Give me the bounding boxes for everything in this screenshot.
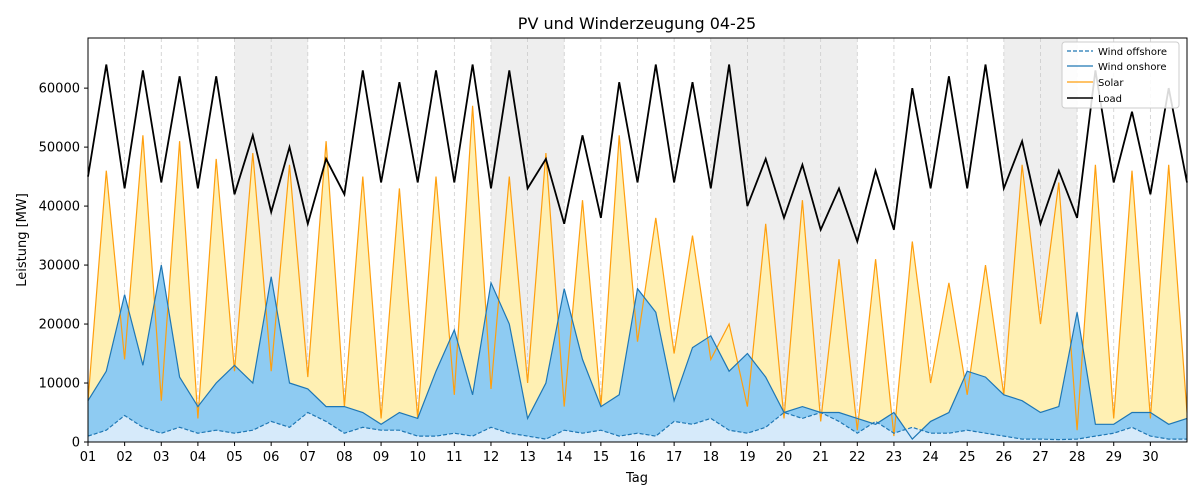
- x-tick-label-02: 02: [116, 450, 133, 465]
- x-tick-label-05: 05: [226, 450, 243, 465]
- chart-title: PV und Winderzeugung 04-25: [518, 14, 756, 33]
- y-axis-label: Leistung [MW]: [15, 193, 30, 287]
- legend-label-load: Load: [1098, 94, 1122, 105]
- x-axis-ticks: 01 02 03 04 05 06 07 08 09 10 11 12 13 14 15 16 17 18 19 20…: [80, 442, 1159, 465]
- x-tick-label-17: 17: [666, 450, 683, 465]
- line-load: [87, 64, 1188, 245]
- y-tick-label-50000: 50000: [39, 141, 80, 156]
- legend-label-wind-offshore: Wind offshore: [1098, 47, 1167, 58]
- x-tick-label-24: 24: [922, 450, 939, 465]
- x-tick-label-26: 26: [996, 450, 1013, 465]
- x-tick-label-23: 23: [886, 450, 903, 465]
- x-tick-label-25: 25: [959, 450, 976, 465]
- y-tick-label-40000: 40000: [39, 200, 80, 215]
- x-tick-label-03: 03: [153, 450, 170, 465]
- area-wind-onshore: [88, 265, 1187, 442]
- x-tick-label-21: 21: [812, 450, 829, 465]
- x-axis-label: Tag: [625, 471, 648, 486]
- x-tick-label-27: 27: [1032, 450, 1049, 465]
- legend-label-wind-onshore: Wind onshore: [1098, 62, 1166, 73]
- area-solar: [88, 105, 1187, 443]
- x-tick-label-08: 08: [336, 450, 353, 465]
- x-tick-label-15: 15: [593, 450, 610, 465]
- area-fills: [88, 105, 1187, 443]
- line-wind-offshore: [87, 411, 1187, 441]
- x-tick-label-10: 10: [409, 450, 426, 465]
- y-tick-label-20000: 20000: [39, 318, 80, 333]
- x-tick-label-13: 13: [519, 450, 536, 465]
- x-tick-label-06: 06: [263, 450, 280, 465]
- y-axis-ticks: 0 10000 20000 30000 40000 50000 60000: [39, 82, 88, 451]
- area-wind-offshore: [88, 412, 1187, 442]
- x-tick-label-12: 12: [483, 450, 500, 465]
- x-tick-label-30: 30: [1142, 450, 1159, 465]
- x-tick-label-11: 11: [446, 450, 463, 465]
- x-tick-label-19: 19: [739, 450, 756, 465]
- y-tick-label-60000: 60000: [39, 82, 80, 97]
- y-tick-label-0: 0: [72, 436, 80, 451]
- x-tick-label-22: 22: [849, 450, 866, 465]
- y-tick-label-30000: 30000: [39, 259, 80, 274]
- x-tick-label-09: 09: [373, 450, 390, 465]
- x-tick-label-04: 04: [190, 450, 207, 465]
- legend-box: [1061, 41, 1180, 109]
- y-tick-label-10000: 10000: [39, 377, 80, 392]
- series-lines: [87, 64, 1188, 441]
- x-tick-label-07: 07: [300, 450, 317, 465]
- x-tick-label-14: 14: [556, 450, 573, 465]
- x-tick-label-16: 16: [629, 450, 646, 465]
- x-tick-label-01: 01: [80, 450, 97, 465]
- x-tick-label-18: 18: [702, 450, 719, 465]
- legend-label-solar: Solar: [1098, 78, 1124, 89]
- line-wind-onshore: [87, 264, 1188, 441]
- x-tick-label-28: 28: [1069, 450, 1086, 465]
- legend: Wind offshore Wind onshore Solar Load: [1061, 41, 1180, 109]
- x-tick-label-20: 20: [776, 450, 793, 465]
- x-tick-label-29: 29: [1105, 450, 1122, 465]
